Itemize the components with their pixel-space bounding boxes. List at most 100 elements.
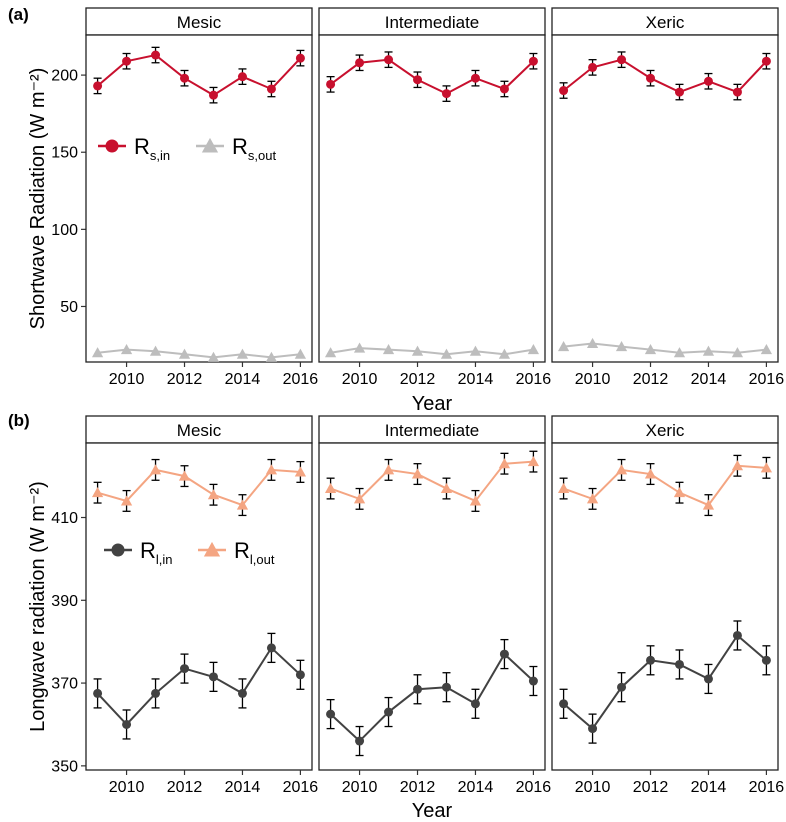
x-tick-label: 2014 [691, 371, 727, 388]
facet-strip-label: Intermediate [385, 421, 480, 440]
data-point [702, 499, 715, 510]
data-point [732, 87, 742, 97]
data-point [149, 464, 162, 475]
data-point [673, 347, 686, 358]
data-point [237, 688, 247, 698]
data-point [557, 482, 570, 494]
x-tick-label: 2010 [342, 779, 378, 796]
y-tick-label: 390 [51, 593, 78, 610]
series-rs-in [93, 46, 305, 104]
data-point [266, 643, 276, 653]
data-point [149, 345, 162, 356]
legend-label: Rs,in [134, 134, 170, 163]
legend-label-main: R [134, 134, 150, 159]
data-point [207, 351, 220, 362]
x-tick-label: 2014 [458, 371, 494, 388]
facet-strip [318, 415, 546, 444]
legend-label: Rl,in [140, 538, 173, 567]
data-point [673, 487, 686, 498]
series-rl-out [91, 458, 307, 517]
legend-entry-rs-in: Rs,in [98, 134, 170, 163]
facet-mesic: Mesic 2010 2012 2014 2016 [85, 7, 319, 388]
x-axis-title: Year [412, 800, 453, 822]
legend-label-main: R [232, 134, 248, 159]
data-point [151, 50, 161, 60]
x-tick-label: 2016 [516, 779, 552, 796]
data-point [326, 79, 336, 89]
data-point [324, 347, 337, 358]
data-point [294, 348, 307, 359]
legend-marker [105, 139, 119, 153]
data-point [588, 724, 598, 734]
data-point [384, 55, 394, 65]
facet-xeric: Xeric 2010 2012 2014 2016 [551, 7, 784, 388]
facet-strip-label: Xeric [646, 13, 685, 32]
data-point [122, 56, 132, 66]
data-point [703, 674, 713, 684]
y-axis-title: Shortwave Radiation (W m⁻²) [27, 68, 49, 330]
legend: Rs,in Rs,out [98, 134, 276, 163]
data-point [646, 655, 656, 665]
series-rs-out [557, 337, 773, 358]
data-point [93, 81, 103, 91]
data-point [236, 348, 249, 359]
data-point [528, 56, 538, 66]
series-line [96, 53, 302, 97]
legend-marker [111, 543, 125, 557]
data-point [295, 53, 305, 63]
legend-entry-rl-in: Rl,in [104, 538, 173, 567]
x-tick-label: 2016 [283, 371, 319, 388]
x-tick-label: 2014 [458, 779, 494, 796]
data-point [122, 719, 132, 729]
x-tick-label: 2016 [749, 779, 785, 796]
series-rs-out [324, 342, 540, 359]
data-point [178, 470, 191, 481]
data-point [702, 345, 715, 356]
data-point [265, 351, 278, 362]
series-line [97, 468, 301, 507]
data-point [120, 495, 133, 506]
facet-strip [85, 415, 313, 444]
data-point [498, 348, 511, 359]
data-point [559, 86, 569, 96]
legend-label: Rs,out [232, 134, 276, 163]
plot-frame [318, 442, 546, 771]
facet-strip [318, 7, 546, 36]
x-tick-label: 2014 [225, 371, 261, 388]
data-point [528, 676, 538, 686]
data-point [411, 345, 424, 356]
legend-label-sub: s,out [248, 148, 277, 163]
data-point [91, 347, 104, 358]
facet-intermediate: Intermediate 2010 2012 2014 2016 [318, 415, 552, 796]
data-point [674, 87, 684, 97]
data-point [382, 464, 395, 475]
data-point [470, 699, 480, 709]
legend-label-main: R [234, 538, 250, 563]
y-tick-label: 350 [51, 758, 78, 775]
legend: Rl,in Rl,out [104, 538, 275, 567]
data-point [644, 344, 657, 355]
data-point [411, 468, 424, 479]
plot-frame [551, 442, 779, 771]
y-tick-label: 150 [51, 145, 78, 162]
series-line [562, 58, 768, 94]
facet-strip-label: Mesic [177, 13, 222, 32]
data-point [413, 684, 423, 694]
data-point [324, 482, 337, 494]
data-point [674, 659, 684, 669]
data-point [236, 499, 249, 510]
x-axis-title: Year [412, 393, 453, 415]
panel-letter: (b) [8, 411, 30, 430]
legend-marker [201, 137, 219, 153]
plot-frame [318, 34, 546, 363]
series-line [330, 460, 534, 503]
data-point [355, 58, 365, 68]
series-rs-in [559, 51, 771, 101]
data-point [208, 90, 218, 100]
data-point [237, 72, 247, 82]
data-point [703, 76, 713, 86]
series-line [330, 347, 534, 356]
data-point [586, 493, 599, 504]
data-point [440, 482, 453, 494]
